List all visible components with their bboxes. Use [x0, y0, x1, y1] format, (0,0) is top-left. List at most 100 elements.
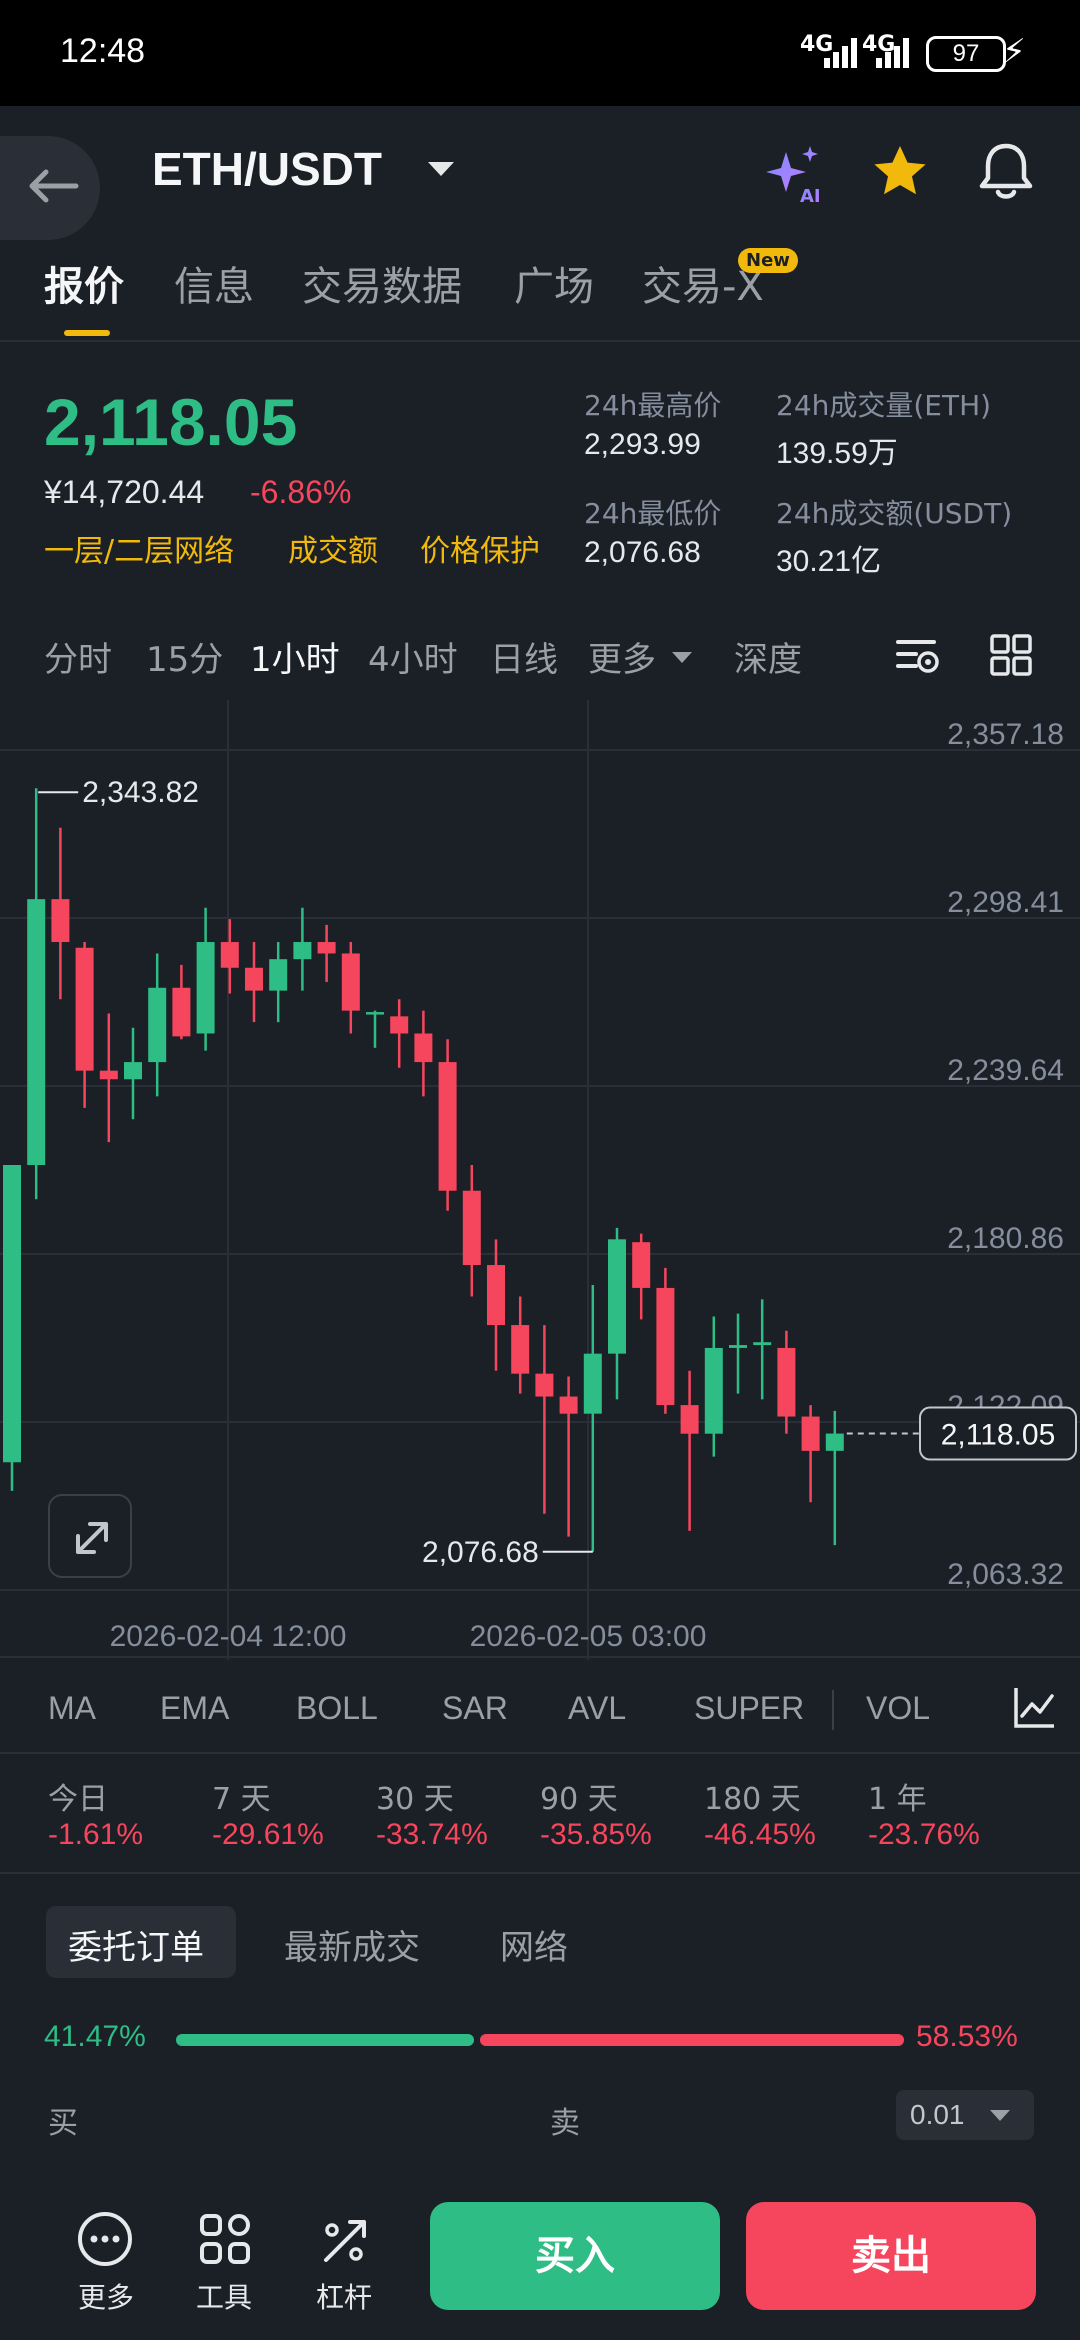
ai-sparkle-icon[interactable]: AI [764, 142, 828, 206]
trading-pair-title[interactable]: ETH/USDT [152, 143, 382, 195]
candle-body [632, 1242, 651, 1288]
perf-90d-value: -35.85% [540, 1818, 652, 1851]
tag-price-protection[interactable]: 价格保护 [420, 534, 540, 569]
candle-body [729, 1345, 747, 1348]
bottom-action-bar: 更多 工具 杠杆 买入 卖出 [0, 2166, 1080, 2340]
candle-body [75, 947, 94, 1071]
candle-body [414, 1033, 433, 1063]
tab-network[interactable]: 网络 [500, 1928, 568, 1968]
tag-turnover[interactable]: 成交额 [288, 534, 378, 569]
sell-column-header: 卖 [550, 2106, 580, 2141]
signal-label-1: 4G [800, 32, 834, 57]
indicator-ma[interactable]: MA [48, 1690, 96, 1726]
alert-bell-icon[interactable] [976, 140, 1036, 202]
back-arrow-icon [29, 169, 79, 203]
perf-1y-value: -23.76% [868, 1818, 980, 1851]
interval-more[interactable]: 更多 [588, 640, 656, 680]
chart-settings-icon[interactable] [894, 634, 942, 678]
fullscreen-button[interactable] [48, 1494, 132, 1578]
depth-tab[interactable]: 深度 [734, 640, 802, 680]
indicator-super[interactable]: SUPER [694, 1690, 805, 1726]
leverage-label[interactable]: 杠杆 [316, 2281, 373, 2314]
interval-1h[interactable]: 1小时 [250, 640, 340, 680]
interval-15m[interactable]: 15分 [146, 640, 224, 680]
candle-body [172, 987, 191, 1037]
tools-grid-icon[interactable] [196, 2210, 254, 2268]
y-tick-label: 2,298.41 [947, 886, 1064, 919]
low-24h-label: 24h最低价 [584, 497, 722, 530]
perf-30d-value: -33.74% [376, 1818, 488, 1851]
indicator-chart-icon[interactable] [1012, 1684, 1058, 1730]
indicator-boll[interactable]: BOLL [296, 1690, 378, 1726]
buy-button[interactable]: 买入 [430, 2202, 720, 2310]
candle-body [704, 1347, 723, 1434]
indicator-vol[interactable]: VOL [866, 1690, 931, 1726]
high-24h-label: 24h最高价 [584, 389, 722, 422]
turnover-24h-label: 24h成交额(USDT) [776, 497, 1013, 530]
top-bar: ETH/USDT AI [0, 106, 1080, 240]
expand-icon [76, 1522, 108, 1554]
indicator-avl[interactable]: AVL [568, 1690, 627, 1726]
candle-body [3, 1164, 21, 1463]
main-tabs: 报价 信息 交易数据 广场 交易-X New [0, 240, 1080, 340]
more-label[interactable]: 更多 [78, 2281, 135, 2314]
indicator-ema[interactable]: EMA [160, 1690, 230, 1726]
tab-trade-x[interactable]: 交易-X [642, 264, 764, 310]
candle-body [245, 967, 263, 991]
current-price-label: 2,118.05 [941, 1419, 1056, 1452]
candlestick-chart[interactable]: 2,357.182,298.412,239.642,180.862,122.09… [0, 700, 1080, 1660]
tab-quote[interactable]: 报价 [44, 264, 124, 310]
interval-4h[interactable]: 4小时 [368, 640, 458, 680]
candle-body [293, 942, 312, 960]
chart-bottom-divider [0, 1656, 1080, 1658]
candle-body [317, 942, 336, 954]
tab-order-book[interactable]: 委托订单 [68, 1928, 204, 1968]
candle-body [801, 1416, 820, 1451]
signal-bars-2-icon [876, 36, 912, 68]
candle-body [366, 1012, 384, 1015]
candle-body [124, 1062, 142, 1080]
candle-body [656, 1287, 675, 1406]
precision-select[interactable]: 0.01 [896, 2090, 1034, 2140]
candle-body [462, 1190, 481, 1266]
tab-trading-data[interactable]: 交易数据 [302, 264, 462, 310]
tag-layer-network[interactable]: 一层/二层网络 [44, 534, 235, 569]
new-badge: New [738, 248, 798, 273]
performance-divider [0, 1872, 1080, 1874]
active-orderbook-tab-bg [46, 1906, 236, 1978]
buy-ratio: 41.47% [44, 2020, 146, 2053]
back-button[interactable] [0, 136, 100, 240]
interval-1d[interactable]: 日线 [490, 640, 558, 680]
interval-line[interactable]: 分时 [44, 640, 112, 680]
indicators-divider [0, 1752, 1080, 1754]
tab-latest-trades[interactable]: 最新成交 [284, 1928, 420, 1968]
perf-90d-label: 90 天 [540, 1782, 618, 1817]
y-tick-label: 2,357.18 [947, 718, 1064, 751]
charging-icon: ⚡ [1002, 32, 1026, 72]
more-dots-icon[interactable] [76, 2210, 134, 2268]
candle-body [51, 899, 70, 943]
tab-info[interactable]: 信息 [174, 264, 254, 310]
perf-1y-label: 1 年 [868, 1782, 927, 1817]
tools-label[interactable]: 工具 [196, 2281, 253, 2314]
clock: 12:48 [60, 32, 146, 70]
indicator-sar[interactable]: SAR [442, 1690, 508, 1726]
grid-layout-icon[interactable] [988, 634, 1036, 678]
price-change-percent: -6.86% [250, 474, 352, 510]
high-24h-value: 2,293.99 [584, 428, 701, 461]
current-price-box [919, 1406, 1077, 1461]
cny-price: ¥14,720.44 [44, 474, 205, 510]
pair-dropdown-caret-icon[interactable] [428, 162, 454, 176]
perf-7d-label: 7 天 [212, 1782, 271, 1817]
favorite-star-icon[interactable] [870, 142, 930, 202]
x-tick-label: 2026-02-04 12:00 [110, 1620, 347, 1653]
sell-button[interactable]: 卖出 [746, 2202, 1036, 2310]
low-24h-value: 2,076.68 [584, 536, 701, 569]
candle-body [99, 1070, 118, 1080]
leverage-icon[interactable] [316, 2210, 374, 2268]
battery-indicator: 97 [926, 36, 1006, 72]
signal-bars-1-icon [824, 36, 860, 68]
tab-square[interactable]: 广场 [514, 264, 594, 310]
candle-body [487, 1265, 505, 1326]
perf-180d-value: -46.45% [704, 1818, 816, 1851]
